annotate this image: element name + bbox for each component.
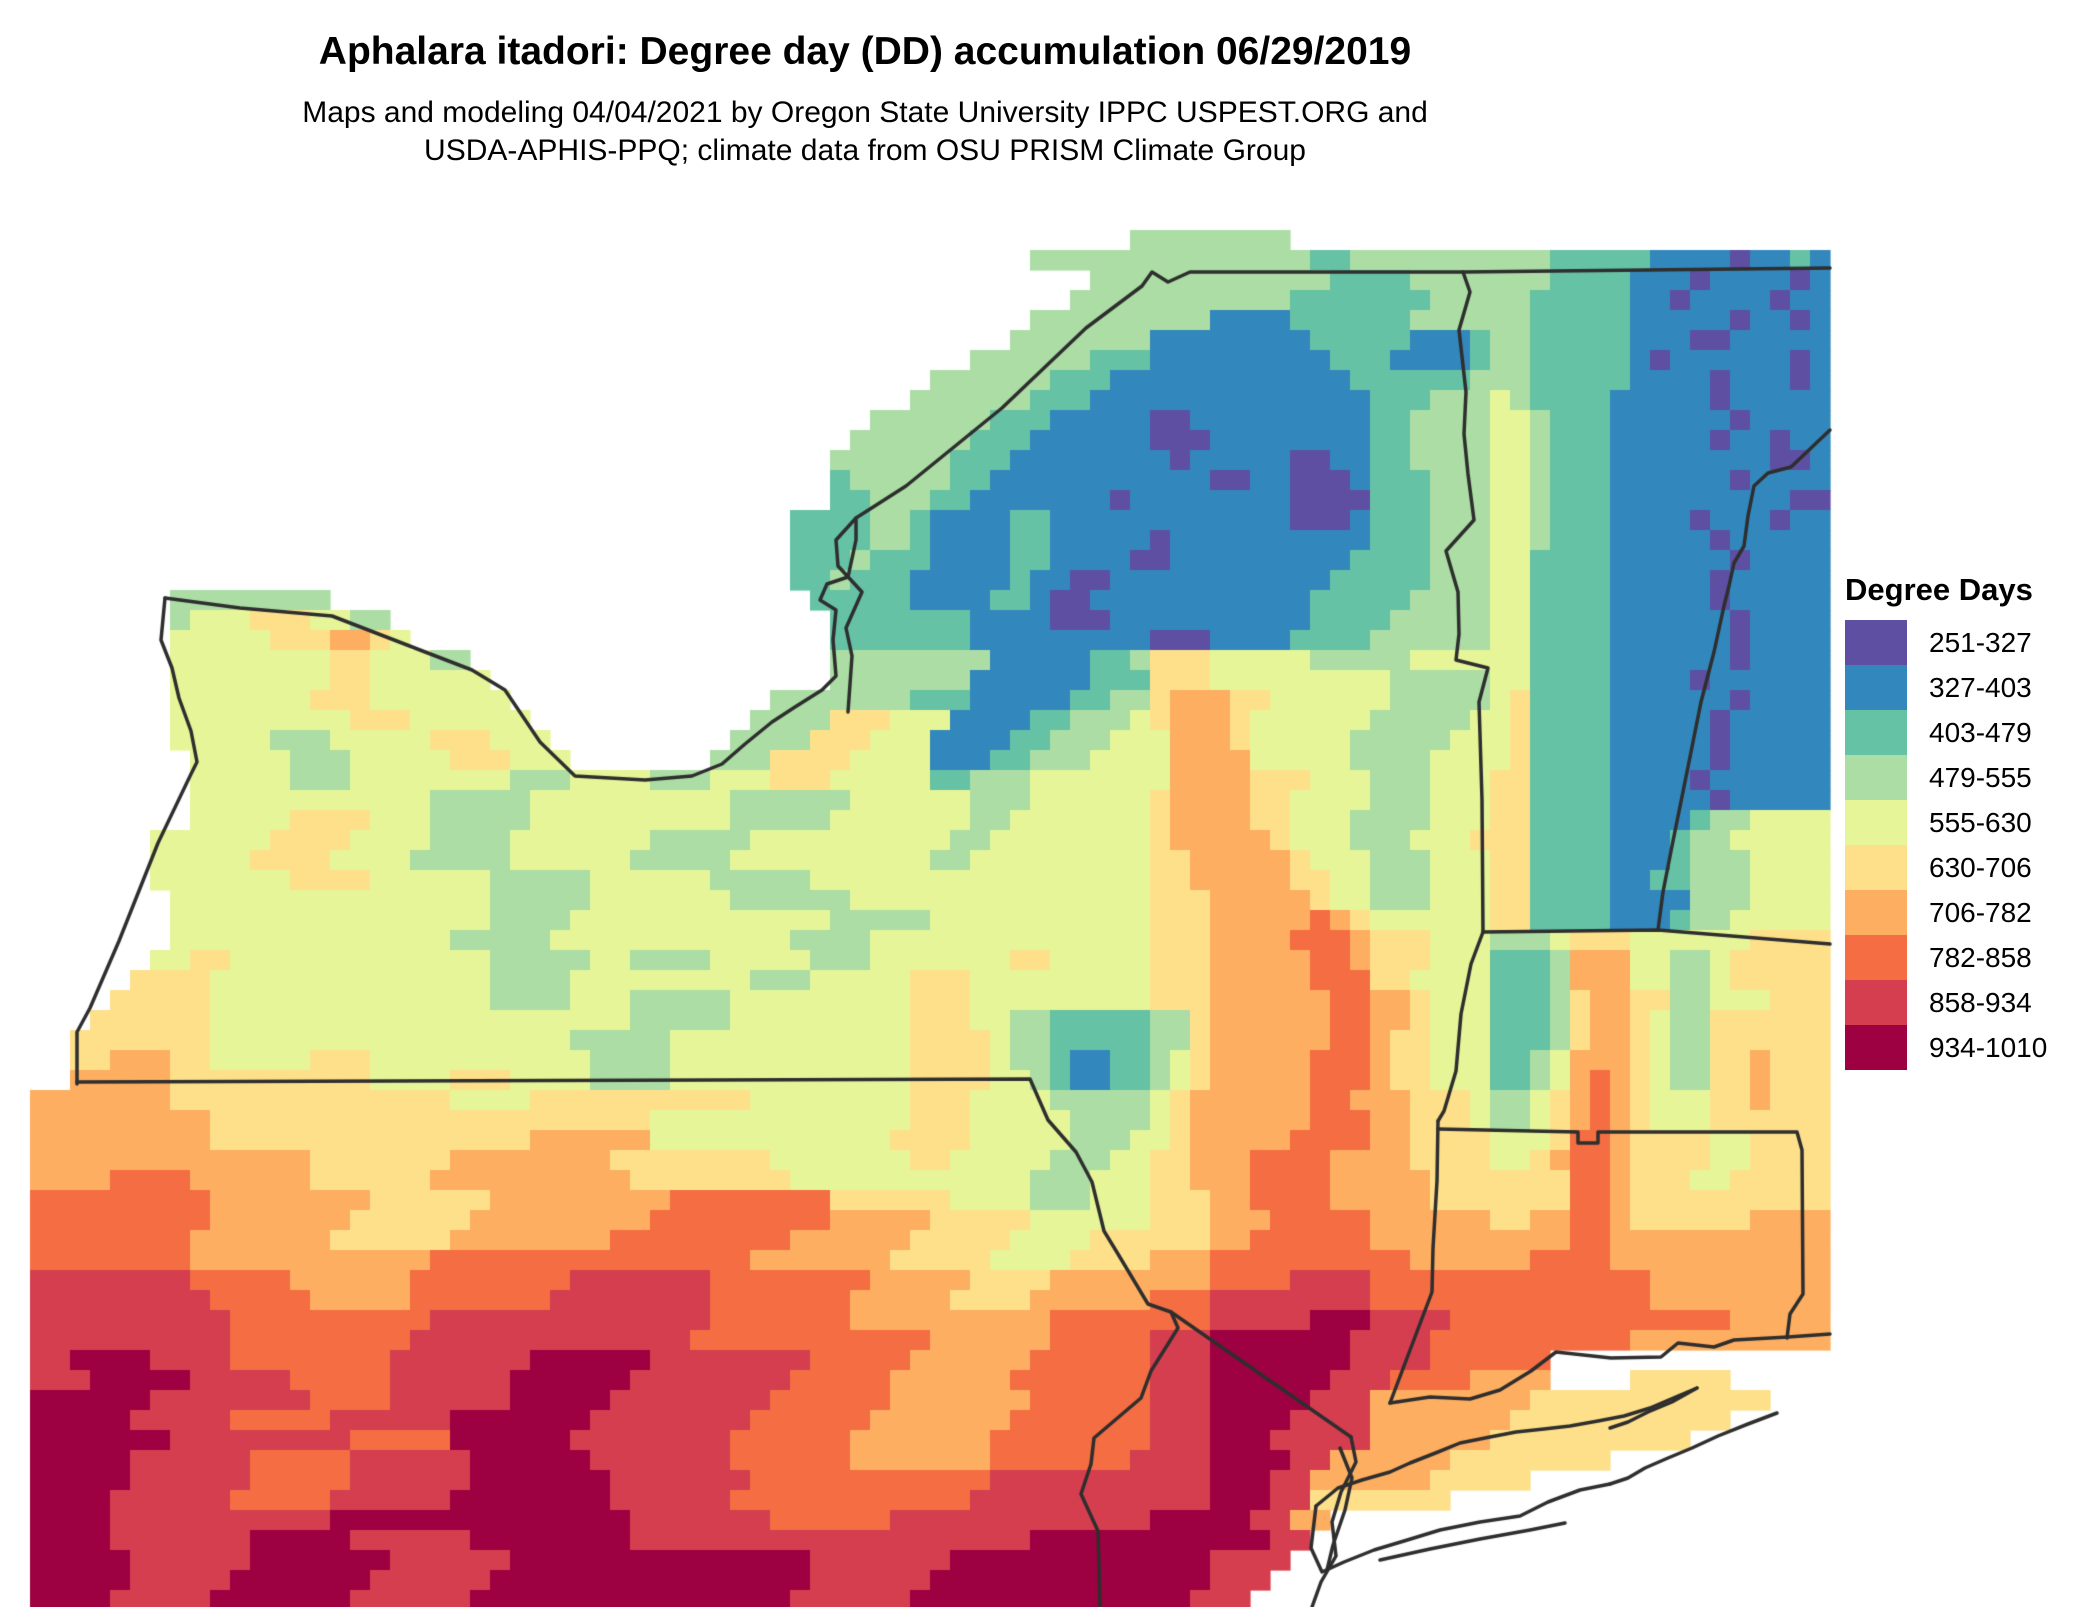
legend-entry: 251-327 — [1845, 620, 2047, 665]
legend-entry: 858-934 — [1845, 980, 2047, 1025]
legend-entry-label: 858-934 — [1929, 986, 2032, 1018]
legend-entry: 327-403 — [1845, 665, 2047, 710]
legend-entry-label: 782-858 — [1929, 941, 2032, 973]
legend-entries: 251-327 327-403 403-479 479-555 555-630 630-7… — [1845, 620, 2047, 1070]
legend-entry-label: 555-630 — [1929, 806, 2032, 838]
legend-swatch — [1845, 980, 1907, 1025]
legend-entry: 555-630 — [1845, 800, 2047, 845]
legend-swatch — [1845, 710, 1907, 755]
legend-title: Degree Days — [1845, 572, 2033, 607]
legend-swatch — [1845, 890, 1907, 935]
legend-swatch — [1845, 620, 1907, 665]
legend-swatch — [1845, 800, 1907, 845]
legend-swatch — [1845, 845, 1907, 890]
legend-entry-label: 706-782 — [1929, 896, 2032, 928]
legend-swatch — [1845, 665, 1907, 710]
legend-entry: 782-858 — [1845, 935, 2047, 980]
legend-entry-label: 251-327 — [1929, 626, 2032, 658]
legend-entry-label: 327-403 — [1929, 671, 2032, 703]
legend-entry: 934-1010 — [1845, 1025, 2047, 1070]
legend-entry-label: 403-479 — [1929, 716, 2032, 748]
legend-entry-label: 630-706 — [1929, 851, 2032, 883]
legend-entry: 479-555 — [1845, 755, 2047, 800]
legend: Degree Days 251-327 327-403 403-479 479-555… — [1845, 572, 2047, 1070]
legend-entry: 706-782 — [1845, 890, 2047, 935]
legend-entry-label: 479-555 — [1929, 761, 2032, 793]
legend-entry: 403-479 — [1845, 710, 2047, 755]
legend-entry: 630-706 — [1845, 845, 2047, 890]
legend-swatch — [1845, 935, 1907, 980]
legend-entry-label: 934-1010 — [1929, 1031, 2048, 1063]
legend-swatch — [1845, 755, 1907, 800]
legend-swatch — [1845, 1025, 1907, 1070]
